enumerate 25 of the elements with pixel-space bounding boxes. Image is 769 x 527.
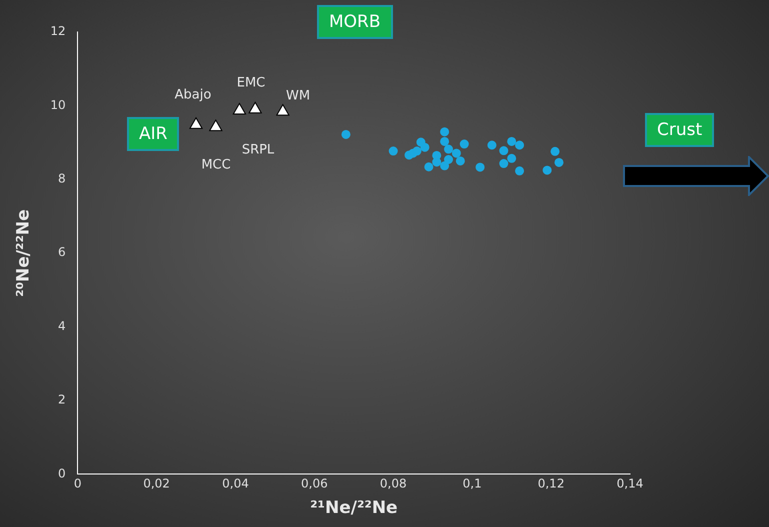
annotation: SRPL <box>242 142 274 158</box>
y-tick-label: 2 <box>58 392 66 407</box>
x-axis-title: ²¹Ne/²²Ne <box>310 498 398 518</box>
annotation: AIR <box>127 117 180 151</box>
x-tick-label: 0,14 <box>616 476 644 491</box>
x-tick-label: 0 <box>74 476 82 491</box>
x-tick-label: 0,1 <box>462 476 482 491</box>
annotation: WM <box>286 88 310 104</box>
y-tick-label: 10 <box>50 98 66 112</box>
x-tick-label: 0,08 <box>380 476 407 491</box>
annotation: MCC <box>201 158 231 172</box>
y-tick-label: 12 <box>50 24 66 38</box>
text: Crust <box>645 113 714 147</box>
annotation: Abajo <box>174 88 212 102</box>
y-tick-label: 8 <box>58 172 66 186</box>
x-tick-label: 0,04 <box>222 476 249 491</box>
annotation: MORB <box>317 5 393 39</box>
y-axis-title: ²⁰Ne/²²Ne <box>14 209 34 297</box>
y-tick-label: 0 <box>58 466 66 480</box>
x-tick-label: 0,06 <box>301 476 328 491</box>
x-tick-label: 0,02 <box>143 476 170 491</box>
x-tick-label: 0,12 <box>538 476 564 491</box>
y-tick-label: 4 <box>58 318 66 333</box>
y-tick-label: 6 <box>58 245 66 260</box>
annotation: EMC <box>236 76 266 90</box>
